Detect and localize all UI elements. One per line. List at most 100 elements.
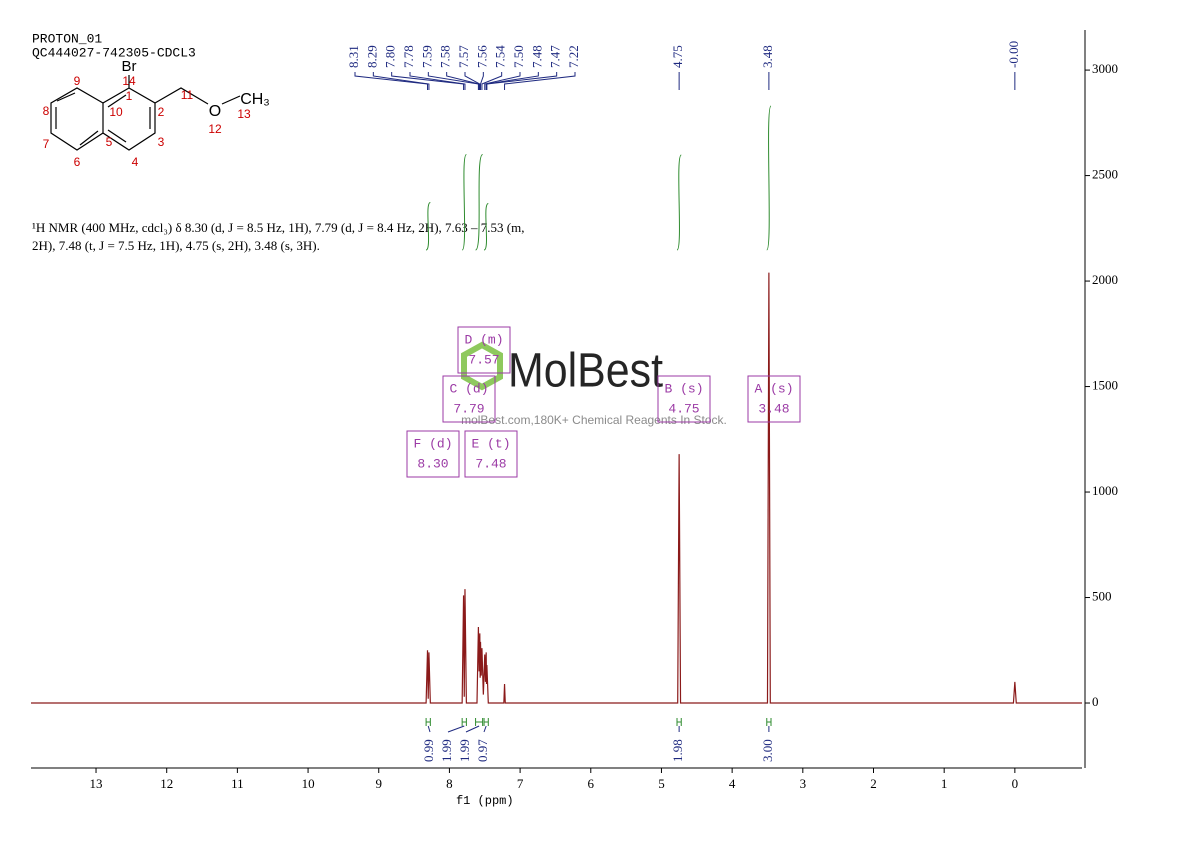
peak-connector [481,72,503,90]
integral-curve [483,202,489,251]
multiplet-box [406,430,460,478]
multiplet-label: D (m) [464,332,503,347]
x-tick-label: 8 [446,776,453,791]
integral-bracket [461,718,467,726]
x-tick-label: 10 [302,776,315,791]
multiplet-shift: 7.79 [453,401,484,416]
peak-connector [427,72,479,90]
peak-label: 7.58 [438,45,453,68]
integral-curve [461,153,467,251]
y-tick-label: 1000 [1092,483,1118,498]
peak-label: 4.75 [670,45,685,68]
peak-label: 7.56 [474,45,489,68]
integral-label: 1.99 [439,739,454,762]
peak-connector [409,72,466,90]
x-tick-label: 4 [729,776,736,791]
multiplet-shift: 4.75 [668,401,699,416]
ring-left [50,87,104,151]
atom-label: 2 [158,105,165,119]
y-tick-label: 3000 [1092,61,1118,76]
peak-connector [484,72,521,90]
peak-label: 7.47 [548,45,563,68]
x-tick-label: 7 [517,776,524,791]
description-line: 2H), 7.48 (t, J = 7.5 Hz, 1H), 4.75 (s, … [32,238,320,253]
integral-leader [483,725,487,733]
atom-label: CH₃ [240,91,270,108]
x-tick-label: 2 [870,776,877,791]
multiplet-label: F (d) [413,436,452,451]
watermark-logo [461,341,503,391]
sample-id: QC444027-742305-CDCL3 [32,45,196,60]
atom-label: 3 [158,135,165,149]
multiplet-label: E (t) [471,436,510,451]
integral-label: 0.99 [421,739,436,762]
peak-label: 7.50 [511,45,526,68]
x-axis-label: f1 (ppm) [456,794,514,808]
peak-connector [354,72,429,90]
x-tick-label: 0 [1012,776,1019,791]
atom-label: 6 [74,155,81,169]
integral-bracket [475,718,484,726]
multiplet-shift: 7.57 [468,352,499,367]
double-bond [107,94,127,108]
x-tick-label: 1 [941,776,948,791]
atom-label: 11 [181,88,194,102]
x-tick-label: 3 [800,776,807,791]
x-tick-label: 5 [658,776,665,791]
integral-bracket [766,718,772,726]
y-tick-label: 2500 [1092,167,1118,182]
integral-curve [425,201,431,251]
description-line: ¹H NMR (400 MHz, cdcl₃) δ 8.30 (d, J = 8… [32,220,524,235]
y-tick-label: 2000 [1092,272,1118,287]
x-tick-label: 11 [231,776,244,791]
peak-label: 7.78 [401,45,416,68]
multiplet-box [442,375,496,423]
peak-label: 3.48 [760,45,775,68]
chain-bond [221,95,241,105]
atom-label: Br [122,58,137,75]
structure-bonds [50,75,241,151]
integral-curve [766,105,772,251]
double-bond [107,129,127,143]
peak-label: 8.29 [364,45,379,68]
spectrum-title: PROTON_01 [32,31,102,46]
peak-label: -0.00 [1006,41,1021,68]
watermark-brand: MolBest [508,345,663,398]
integral-leader [465,725,480,733]
chain-bond [154,87,209,105]
atom-label: 5 [106,135,113,149]
atom-label: O [209,103,221,120]
peak-label: 7.57 [456,45,471,68]
multiplet-shift: 3.48 [758,401,789,416]
peak-connector [504,72,576,90]
integral-curve [676,154,682,251]
y-tick-label: 1500 [1092,378,1118,393]
watermark: MolBest molBest.com,180K+ Chemical Reage… [461,341,727,427]
atom-label: 10 [109,105,123,119]
ring-right [102,75,156,151]
multiplet-label: C (d) [449,381,488,396]
peak-label: 7.48 [529,45,544,68]
atom-label: 1 [126,89,133,103]
integral-bracket [483,718,489,726]
integral-label: 3.00 [760,739,775,762]
integral-curve [475,153,484,251]
peak-label: 8.31 [346,45,361,68]
multiplet-label: B (s) [664,381,703,396]
watermark-tagline: molBest.com,180K+ Chemical Reagents In S… [461,413,727,427]
integral-label: 1.98 [670,739,685,762]
peak-label: 7.80 [383,45,398,68]
multiplet-shift: 8.30 [417,456,448,471]
peak-connector [391,72,465,90]
multiplet-label: A (s) [754,381,793,396]
multiplet-box [464,430,518,478]
double-bond [79,130,99,146]
peak-connector [446,72,480,90]
atom-label: 4 [132,155,139,169]
y-tick-label: 500 [1092,589,1112,604]
peak-connector [464,72,481,90]
multiplet-box [657,375,711,423]
